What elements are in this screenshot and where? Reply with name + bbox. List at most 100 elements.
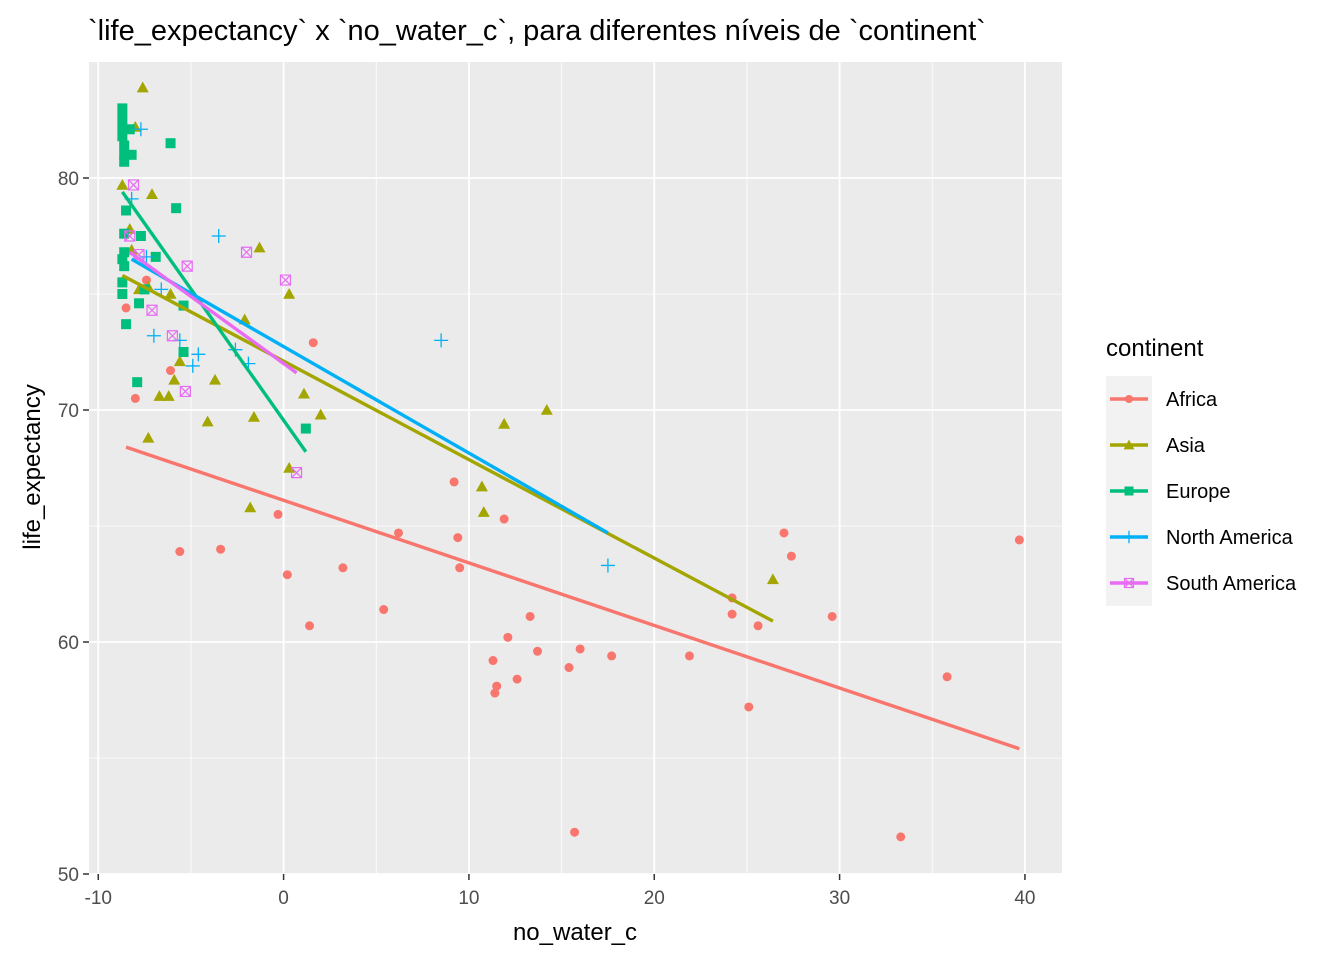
asia-point <box>253 241 266 253</box>
africa-point <box>575 644 585 654</box>
africa-point <box>216 544 226 554</box>
europe-point <box>134 298 145 309</box>
europe-point <box>117 121 128 132</box>
africa-point <box>308 338 318 348</box>
africa-point <box>455 563 465 573</box>
legend-title: continent <box>1106 335 1204 362</box>
africa-point <box>141 275 151 285</box>
asia-point <box>209 373 222 385</box>
asia-point <box>498 417 511 429</box>
africa-point <box>1014 535 1024 545</box>
europe-point <box>300 423 311 434</box>
africa-point <box>338 563 348 573</box>
africa-point <box>533 646 543 656</box>
asia-point <box>146 188 159 200</box>
legend-marker-europe <box>1124 486 1134 496</box>
africa-point <box>394 528 404 538</box>
europe-point <box>150 251 161 262</box>
asia-point <box>162 390 175 401</box>
asia-point <box>314 408 327 420</box>
x-axis-title: no_water_c <box>513 919 637 946</box>
y-tick-label: 80 <box>58 169 79 190</box>
africa-point <box>942 672 952 682</box>
europe-point <box>117 103 128 114</box>
africa-point <box>282 570 292 580</box>
asia-point <box>168 373 181 385</box>
europe-point <box>126 149 137 160</box>
south-america-point <box>290 467 303 479</box>
asia-point <box>540 404 553 415</box>
legend-marker-asia <box>1123 439 1135 450</box>
plot-panel <box>89 62 1062 875</box>
africa-point <box>525 611 535 621</box>
south-america-point <box>166 330 178 342</box>
africa-point <box>379 605 389 615</box>
africa-point <box>490 688 500 698</box>
europe-trend-line <box>120 190 308 453</box>
africa-point <box>753 621 763 631</box>
north-america-point <box>185 358 200 373</box>
africa-point <box>896 832 906 842</box>
chart-title: `life_expectancy` x `no_water_c`, para d… <box>88 15 986 47</box>
legend-marker-south-america <box>1123 577 1135 589</box>
europe-point <box>124 124 135 135</box>
south-america-point <box>179 385 191 398</box>
africa-point <box>453 533 463 543</box>
x-tick-label: 40 <box>1014 888 1035 909</box>
africa-point <box>827 611 837 621</box>
africa-point <box>684 651 694 661</box>
north-america-point <box>434 333 449 348</box>
europe-point <box>178 347 189 357</box>
africa-point <box>175 547 185 557</box>
x-tick-label: -10 <box>85 888 112 909</box>
africa-point <box>779 528 789 538</box>
north-america-point <box>211 229 226 243</box>
africa-trend-line <box>125 445 1020 751</box>
asia-point <box>136 81 149 93</box>
north-america-trend-line <box>130 257 609 535</box>
africa-point <box>564 663 574 673</box>
africa-point <box>273 509 283 519</box>
legend-marker-africa <box>1124 394 1134 404</box>
legend-label-north-america: North America <box>1166 527 1294 549</box>
legend-label-africa: Africa <box>1166 389 1218 411</box>
y-tick-label: 60 <box>58 633 79 654</box>
europe-point <box>139 284 150 295</box>
africa-point <box>512 674 522 684</box>
south-america-point <box>279 274 292 286</box>
asia-point <box>142 431 155 443</box>
africa-point <box>744 702 754 712</box>
europe-point <box>117 289 128 299</box>
europe-point <box>178 300 189 311</box>
europe-point <box>119 140 130 151</box>
africa-point <box>727 609 737 619</box>
europe-point <box>117 254 128 265</box>
africa-point <box>488 656 498 666</box>
asia-point <box>283 288 296 299</box>
legend: continent Africa Asia Europe North America S… <box>1106 335 1297 606</box>
europe-point <box>132 377 143 388</box>
africa-point <box>786 551 796 561</box>
africa-point <box>121 303 131 313</box>
africa-point <box>503 632 513 642</box>
south-america-point <box>240 246 253 258</box>
africa-point <box>305 621 315 631</box>
africa-point <box>449 477 459 487</box>
asia-point <box>297 387 310 399</box>
europe-point <box>121 319 132 330</box>
asia-point <box>244 501 257 513</box>
y-axis-title: life_expectancy <box>19 384 46 549</box>
africa-point <box>492 681 502 691</box>
asia-point <box>116 178 129 190</box>
europe-point <box>171 203 182 214</box>
asia-point <box>247 410 260 422</box>
europe-point <box>135 231 146 241</box>
europe-point <box>121 205 132 216</box>
north-america-point <box>600 558 615 573</box>
north-america-point <box>191 347 206 362</box>
europe-point <box>119 261 130 272</box>
asia-point <box>475 480 488 492</box>
south-america-point <box>127 179 140 191</box>
x-tick-label: 30 <box>829 888 850 909</box>
